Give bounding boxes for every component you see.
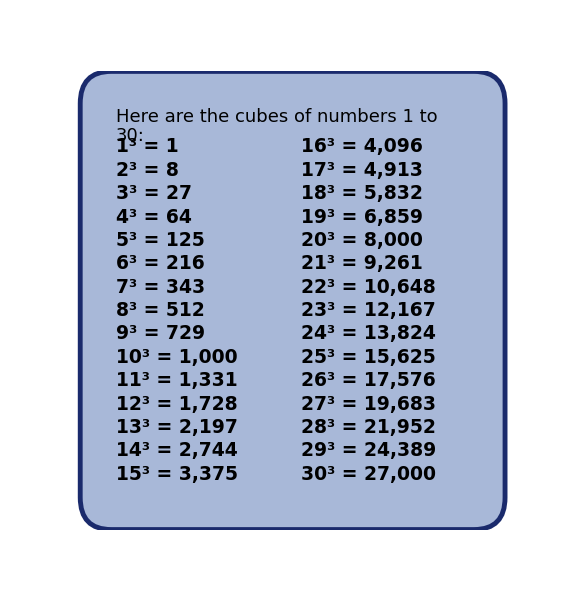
Text: 23³ = 12,167: 23³ = 12,167 [301, 301, 436, 320]
Text: 22³ = 10,648: 22³ = 10,648 [301, 278, 436, 297]
Text: 3³ = 27: 3³ = 27 [115, 184, 192, 203]
Text: 29³ = 24,389: 29³ = 24,389 [301, 441, 437, 461]
Text: 5³ = 125: 5³ = 125 [115, 231, 204, 250]
Text: 4³ = 64: 4³ = 64 [115, 208, 191, 227]
Text: 9³ = 729: 9³ = 729 [115, 324, 205, 343]
Text: 13³ = 2,197: 13³ = 2,197 [115, 418, 238, 437]
Text: 30:: 30: [115, 127, 144, 145]
FancyBboxPatch shape [80, 71, 505, 530]
Text: 2³ = 8: 2³ = 8 [115, 161, 179, 180]
Text: 19³ = 6,859: 19³ = 6,859 [301, 208, 424, 227]
Text: 12³ = 1,728: 12³ = 1,728 [115, 394, 238, 414]
Text: 16³ = 4,096: 16³ = 4,096 [301, 137, 423, 156]
Text: 10³ = 1,000: 10³ = 1,000 [115, 348, 238, 367]
Text: 27³ = 19,683: 27³ = 19,683 [301, 394, 436, 414]
Text: 14³ = 2,744: 14³ = 2,744 [115, 441, 238, 461]
Text: 26³ = 17,576: 26³ = 17,576 [301, 371, 436, 390]
Text: 18³ = 5,832: 18³ = 5,832 [301, 184, 423, 203]
Text: 6³ = 216: 6³ = 216 [115, 254, 204, 273]
Text: 24³ = 13,824: 24³ = 13,824 [301, 324, 436, 343]
Text: 11³ = 1,331: 11³ = 1,331 [115, 371, 238, 390]
Text: 1³ = 1: 1³ = 1 [115, 137, 178, 156]
Text: 25³ = 15,625: 25³ = 15,625 [301, 348, 436, 367]
Text: 30³ = 27,000: 30³ = 27,000 [301, 465, 436, 484]
Text: 7³ = 343: 7³ = 343 [115, 278, 205, 297]
Text: 21³ = 9,261: 21³ = 9,261 [301, 254, 423, 273]
Text: 17³ = 4,913: 17³ = 4,913 [301, 161, 423, 180]
Text: 20³ = 8,000: 20³ = 8,000 [301, 231, 423, 250]
Text: 8³ = 512: 8³ = 512 [115, 301, 204, 320]
Text: 15³ = 3,375: 15³ = 3,375 [115, 465, 238, 484]
Text: 28³ = 21,952: 28³ = 21,952 [301, 418, 436, 437]
Text: Here are the cubes of numbers 1 to: Here are the cubes of numbers 1 to [115, 108, 437, 126]
